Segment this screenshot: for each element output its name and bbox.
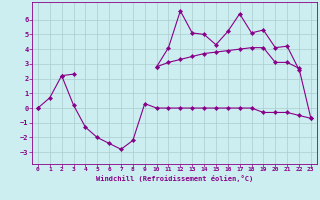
X-axis label: Windchill (Refroidissement éolien,°C): Windchill (Refroidissement éolien,°C) bbox=[96, 175, 253, 182]
